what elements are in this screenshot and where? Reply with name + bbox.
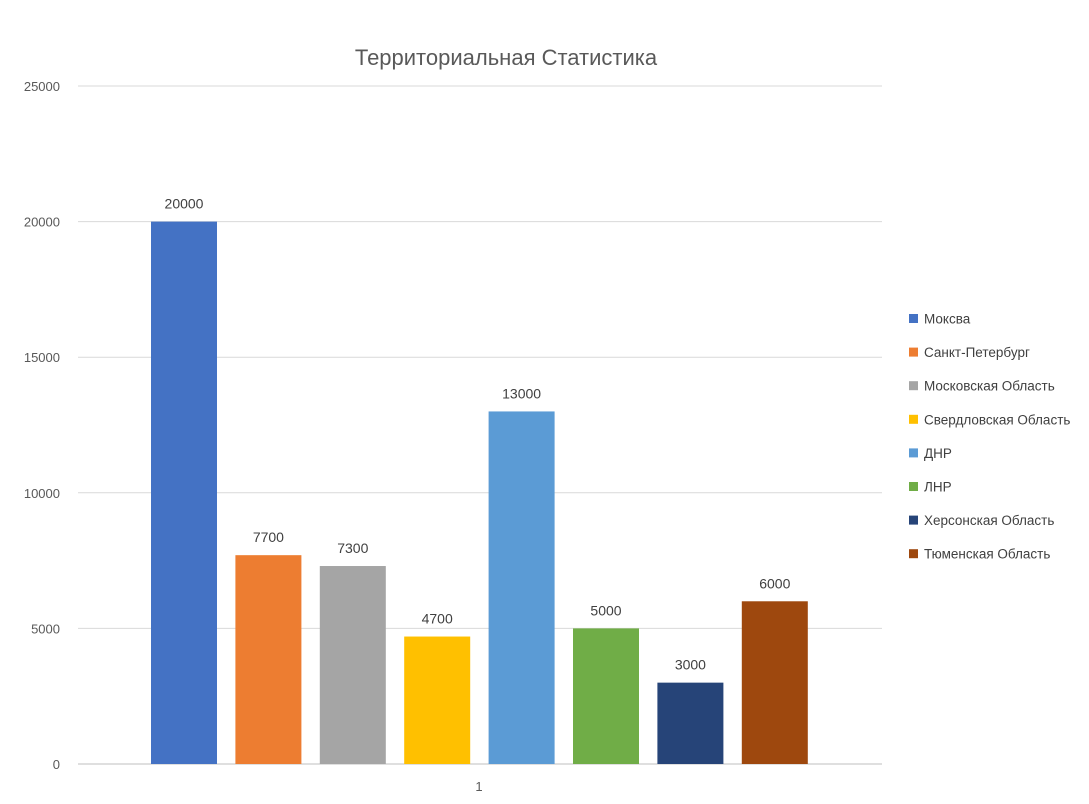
legend-item: Московская Область xyxy=(909,379,1055,394)
data-label: 20000 xyxy=(165,196,204,212)
legend-swatch xyxy=(909,482,918,491)
legend-swatch xyxy=(909,515,918,525)
y-tick-label: 0 xyxy=(53,757,60,772)
y-tick-label: 10000 xyxy=(24,486,60,501)
legend-swatch xyxy=(909,347,918,357)
legend-label: ЛНР xyxy=(924,480,952,495)
bar-7 xyxy=(657,682,724,764)
legend-item: Санкт-Петербург xyxy=(909,345,1030,360)
bar-6 xyxy=(573,628,639,764)
legend-label: Санкт-Петербург xyxy=(924,345,1030,360)
y-axis-ticks: 0 5000 10000 15000 20000 25000 xyxy=(24,79,60,772)
legend: Моксва Санкт-Петербург Московская Область С… xyxy=(909,312,1070,562)
legend-swatch xyxy=(909,448,918,458)
data-label: 5000 xyxy=(590,602,621,618)
bars xyxy=(151,221,808,765)
data-label: 7300 xyxy=(337,540,368,556)
legend-label: Свердловская Область xyxy=(924,412,1070,427)
legend-label: Моксва xyxy=(924,312,971,327)
bar-5 xyxy=(488,411,555,764)
data-labels: 20000 7700 7300 4700 13000 5000 3000 6000 xyxy=(165,196,791,673)
legend-item: ДНР xyxy=(909,446,952,461)
bar-1 xyxy=(151,221,217,765)
data-label: 7700 xyxy=(253,529,284,545)
x-axis-ticks: 1 xyxy=(475,779,482,794)
chart-title: Территориальная Статистика xyxy=(355,45,658,70)
legend-label: Московская Область xyxy=(924,379,1055,394)
bar-4 xyxy=(404,636,471,764)
bar-2 xyxy=(235,555,302,764)
data-label: 4700 xyxy=(422,611,453,627)
y-tick-label: 15000 xyxy=(24,350,60,365)
bar-3 xyxy=(319,566,386,764)
legend-item: Моксва xyxy=(909,312,971,327)
legend-item: Тюменская Область xyxy=(909,547,1050,562)
legend-label: Херсонская Область xyxy=(924,513,1054,528)
y-tick-label: 25000 xyxy=(24,79,60,94)
legend-swatch xyxy=(909,381,918,391)
legend-label: ДНР xyxy=(924,446,952,461)
data-label: 3000 xyxy=(675,657,706,673)
legend-swatch xyxy=(909,314,918,323)
x-tick-label: 1 xyxy=(475,779,482,794)
y-tick-label: 5000 xyxy=(31,621,60,636)
legend-item: Херсонская Область xyxy=(909,513,1054,528)
legend-swatch xyxy=(909,414,918,424)
legend-label: Тюменская Область xyxy=(924,547,1050,562)
bar-8 xyxy=(741,601,808,764)
data-label: 13000 xyxy=(502,385,541,401)
data-label: 6000 xyxy=(759,575,790,591)
y-tick-label: 20000 xyxy=(24,215,60,230)
legend-item: ЛНР xyxy=(909,480,952,495)
legend-item: Свердловская Область xyxy=(909,412,1070,427)
legend-swatch xyxy=(909,549,918,559)
